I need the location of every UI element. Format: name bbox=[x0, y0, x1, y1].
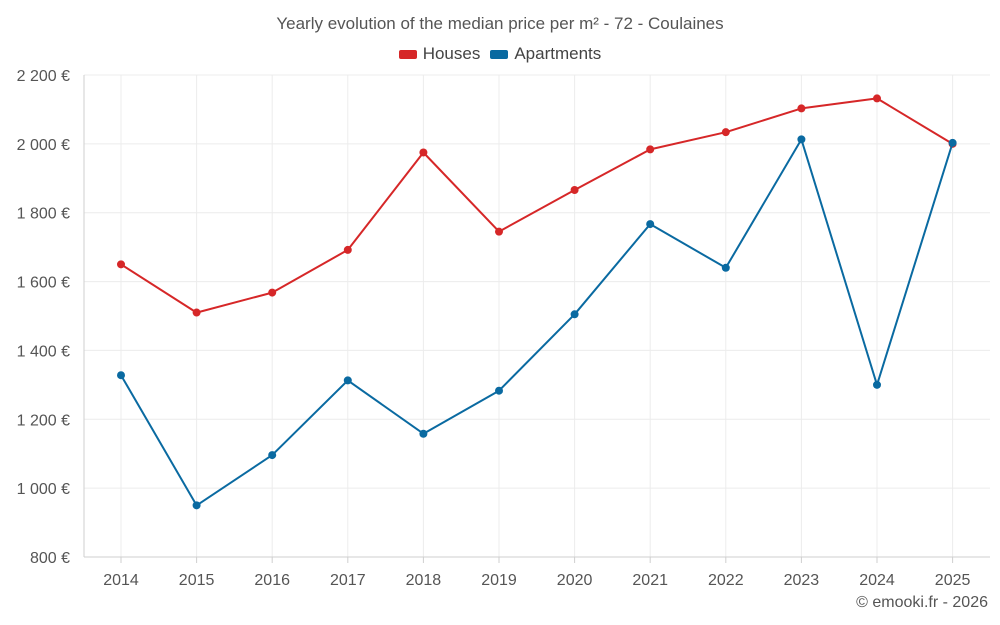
legend-item-houses[interactable]: Houses bbox=[398, 44, 481, 64]
series-apartments bbox=[117, 135, 957, 510]
data-point-houses-2018 bbox=[419, 148, 428, 157]
y-tick-label: 800 € bbox=[30, 550, 70, 567]
y-tick-label: 1 200 € bbox=[17, 412, 70, 429]
data-point-apartments-2014 bbox=[117, 371, 125, 380]
data-point-houses-2020 bbox=[570, 185, 579, 194]
data-point-apartments-2015 bbox=[192, 501, 201, 510]
x-tick-label: 2020 bbox=[557, 572, 593, 589]
data-point-houses-2017 bbox=[343, 245, 352, 254]
data-point-apartments-2018 bbox=[419, 429, 428, 438]
chart-legend: Houses Apartments bbox=[0, 44, 1000, 64]
data-point-apartments-2023 bbox=[797, 135, 806, 144]
data-point-houses-2019 bbox=[495, 227, 503, 236]
grid-lines bbox=[84, 74, 990, 558]
data-point-apartments-2016 bbox=[268, 451, 277, 460]
y-tick-label: 1 400 € bbox=[17, 343, 70, 360]
data-point-houses-2023 bbox=[797, 104, 806, 113]
legend-swatch-houses bbox=[398, 49, 417, 59]
x-tick-label: 2019 bbox=[481, 572, 517, 589]
data-point-houses-2022 bbox=[721, 128, 730, 137]
x-tick-label: 2023 bbox=[784, 572, 820, 589]
data-point-apartments-2025 bbox=[948, 138, 957, 147]
data-point-houses-2024 bbox=[873, 94, 881, 103]
credit-text: © emooki.fr - 2026 bbox=[856, 594, 988, 611]
series-line-houses bbox=[120, 97, 954, 314]
legend-item-apartments[interactable]: Apartments bbox=[490, 44, 601, 64]
y-tick-label: 1 000 € bbox=[17, 481, 70, 498]
y-tick-label: 2 000 € bbox=[17, 137, 70, 154]
data-point-houses-2016 bbox=[268, 288, 277, 297]
x-tick-label: 2021 bbox=[632, 572, 668, 589]
data-point-apartments-2020 bbox=[570, 310, 579, 319]
x-tick-label: 2014 bbox=[103, 572, 139, 589]
data-point-houses-2015 bbox=[192, 308, 201, 317]
legend-label-apartments: Apartments bbox=[514, 44, 602, 63]
x-tick-label: 2015 bbox=[179, 572, 215, 589]
data-point-apartments-2017 bbox=[343, 376, 352, 385]
y-tick-label: 1 600 € bbox=[17, 275, 70, 292]
x-tick-label: 2016 bbox=[254, 572, 290, 589]
data-point-apartments-2021 bbox=[646, 220, 655, 229]
y-tick-label: 1 800 € bbox=[17, 206, 70, 223]
legend-swatch-apartments bbox=[490, 49, 509, 59]
x-tick-label: 2025 bbox=[935, 572, 971, 589]
data-point-apartments-2022 bbox=[721, 263, 730, 272]
legend-label-houses: Houses bbox=[422, 44, 481, 63]
data-point-houses-2014 bbox=[117, 260, 125, 269]
data-point-apartments-2024 bbox=[873, 380, 881, 389]
series-line-apartments bbox=[120, 138, 954, 507]
data-point-apartments-2019 bbox=[495, 386, 503, 395]
x-tick-label: 2017 bbox=[330, 572, 366, 589]
chart-title: Yearly evolution of the median price per… bbox=[276, 14, 724, 33]
x-tick-label: 2022 bbox=[708, 572, 744, 589]
data-point-houses-2021 bbox=[646, 145, 655, 154]
x-tick-label: 2018 bbox=[406, 572, 442, 589]
y-tick-label: 2 200 € bbox=[17, 68, 70, 85]
x-tick-label: 2024 bbox=[859, 572, 895, 589]
series-houses bbox=[117, 94, 957, 317]
